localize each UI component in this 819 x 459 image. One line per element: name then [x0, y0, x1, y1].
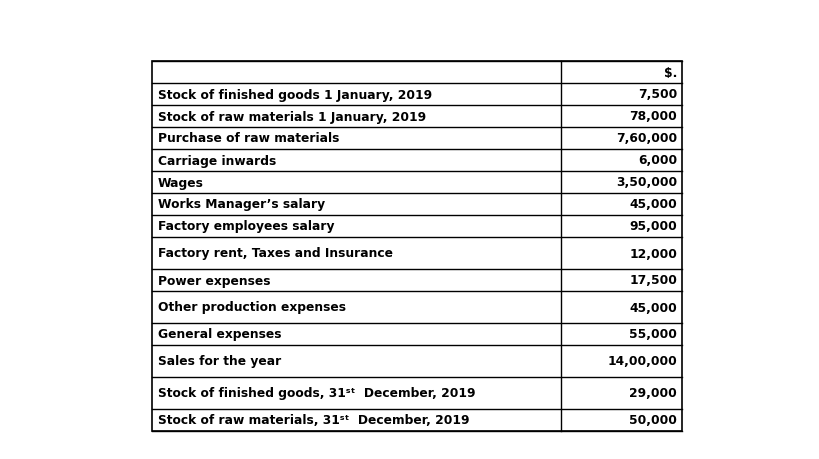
Text: Power expenses: Power expenses — [158, 274, 270, 287]
Text: 95,000: 95,000 — [629, 220, 677, 233]
Text: 45,000: 45,000 — [629, 301, 677, 314]
Text: 7,500: 7,500 — [638, 88, 677, 101]
Text: 7,60,000: 7,60,000 — [616, 132, 677, 145]
Text: Sales for the year: Sales for the year — [158, 355, 281, 368]
Text: Factory employees salary: Factory employees salary — [158, 220, 334, 233]
Text: 78,000: 78,000 — [629, 110, 677, 123]
Text: 45,000: 45,000 — [629, 198, 677, 211]
Text: 55,000: 55,000 — [629, 328, 677, 341]
Text: Factory rent, Taxes and Insurance: Factory rent, Taxes and Insurance — [158, 247, 393, 260]
Text: 14,00,000: 14,00,000 — [607, 355, 677, 368]
Text: Wages: Wages — [158, 176, 204, 189]
Text: $.: $. — [663, 67, 677, 79]
Text: 50,000: 50,000 — [629, 414, 677, 426]
Text: Stock of finished goods 1 January, 2019: Stock of finished goods 1 January, 2019 — [158, 88, 432, 101]
Text: 17,500: 17,500 — [629, 274, 677, 287]
Text: Purchase of raw materials: Purchase of raw materials — [158, 132, 339, 145]
Text: Stock of finished goods, 31ˢᵗ  December, 2019: Stock of finished goods, 31ˢᵗ December, … — [158, 386, 476, 400]
Text: Carriage inwards: Carriage inwards — [158, 154, 276, 167]
Text: Stock of raw materials, 31ˢᵗ  December, 2019: Stock of raw materials, 31ˢᵗ December, 2… — [158, 414, 469, 426]
Text: 6,000: 6,000 — [638, 154, 677, 167]
Text: 29,000: 29,000 — [629, 386, 677, 400]
Text: Works Manager’s salary: Works Manager’s salary — [158, 198, 325, 211]
Text: General expenses: General expenses — [158, 328, 282, 341]
Text: Stock of raw materials 1 January, 2019: Stock of raw materials 1 January, 2019 — [158, 110, 426, 123]
Text: 12,000: 12,000 — [629, 247, 677, 260]
Text: Other production expenses: Other production expenses — [158, 301, 346, 314]
Text: 3,50,000: 3,50,000 — [616, 176, 677, 189]
Bar — [152, 62, 682, 431]
